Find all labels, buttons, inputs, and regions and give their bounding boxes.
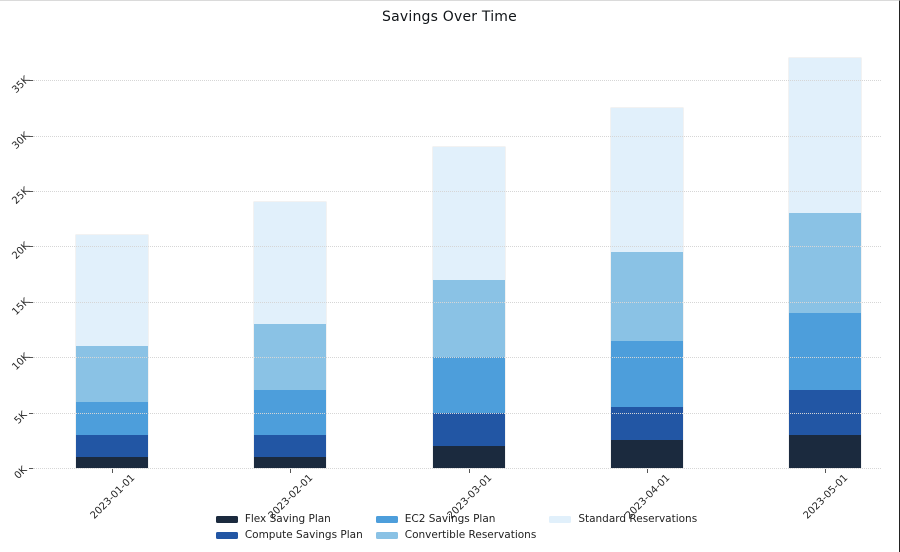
x-tick-mark — [112, 469, 113, 473]
bar-segment-standard-reservations — [610, 107, 683, 252]
bar-2023-04-01 — [610, 107, 683, 468]
y-tick-mark — [28, 246, 33, 248]
bar-segment-flex-saving-plan — [610, 440, 683, 468]
bar-2023-01-01 — [76, 235, 148, 468]
legend-swatch-icon — [549, 516, 572, 523]
y-tick-mark — [28, 135, 33, 137]
legend-item-convertible-reservations: Convertible Reservations — [375, 529, 537, 542]
plot-area — [33, 47, 881, 469]
legend-label: Convertible Reservations — [404, 529, 537, 541]
y-tick-mark — [28, 412, 33, 414]
gridline — [33, 412, 881, 414]
gridline — [33, 246, 881, 248]
y-tick-label: 30K — [10, 129, 32, 152]
legend-column: Flex Saving Plan Compute Savings Plan — [215, 513, 363, 542]
legend-item-flex-saving-plan: Flex Saving Plan — [215, 513, 363, 526]
bar-2023-02-01 — [254, 202, 327, 468]
legend-item-compute-savings-plan: Compute Savings Plan — [215, 529, 363, 542]
legend: Flex Saving Plan Compute Savings Plan EC2 … — [33, 513, 880, 542]
legend-label: Flex Saving Plan — [244, 513, 331, 525]
gridline — [33, 80, 881, 82]
legend-label: Standard Reservations — [578, 513, 698, 525]
bar-segment-standard-reservations — [76, 235, 148, 347]
legend-item-standard-reservations: Standard Reservations — [549, 513, 697, 526]
gridline — [33, 191, 881, 193]
y-tick-label: 10K — [10, 351, 32, 373]
legend-column: Standard Reservations — [549, 513, 697, 526]
x-tick-mark — [646, 469, 648, 473]
legend-swatch-icon — [375, 516, 398, 523]
legend-column: EC2 Savings Plan Convertible Reservations — [375, 513, 537, 542]
y-tick-label: 0K — [12, 464, 30, 482]
y-tick-mark — [28, 357, 33, 359]
bar-segment-flex-saving-plan — [254, 456, 327, 468]
legend-swatch-icon — [215, 532, 238, 539]
bar-segment-compute-savings-plan — [254, 434, 327, 457]
y-tick-label: 15K — [10, 296, 32, 318]
bar-segment-flex-saving-plan — [432, 445, 505, 468]
y-tick-mark — [28, 191, 33, 193]
legend-item-ec2-savings-plan: EC2 Savings Plan — [375, 513, 537, 526]
y-tick-label: 20K — [10, 240, 32, 263]
bar-segment-convertible-reservations — [610, 251, 683, 341]
gridline — [33, 301, 881, 303]
x-tick-mark — [825, 469, 826, 473]
bar-segment-flex-saving-plan — [76, 456, 148, 468]
bar-2023-05-01 — [789, 58, 861, 468]
bar-segment-compute-savings-plan — [432, 412, 505, 446]
legend-swatch-icon — [375, 532, 398, 539]
bar-segment-ec2-savings-plan — [76, 401, 148, 435]
gridline — [33, 135, 881, 137]
chart-title: Savings Over Time — [382, 9, 517, 25]
x-tick-mark — [468, 469, 470, 473]
bar-segment-standard-reservations — [432, 146, 505, 280]
bar-segment-flex-saving-plan — [789, 434, 861, 468]
x-tick-mark — [290, 469, 292, 473]
legend-label: EC2 Savings Plan — [404, 513, 496, 525]
y-tick-label: 25K — [10, 185, 32, 207]
bar-segment-standard-reservations — [254, 202, 327, 324]
legend-label: Compute Savings Plan — [244, 529, 363, 541]
y-tick-mark — [28, 301, 33, 303]
y-tick-label: 35K — [10, 74, 32, 96]
bar-segment-ec2-savings-plan — [432, 357, 505, 413]
y-tick-mark — [28, 80, 33, 82]
legend-swatch-icon — [215, 516, 238, 523]
bar-segment-convertible-reservations — [789, 213, 861, 313]
gridline — [33, 357, 881, 359]
bar-2023-03-01 — [432, 146, 505, 468]
gridline — [33, 468, 881, 469]
bar-segment-convertible-reservations — [76, 346, 148, 402]
bar-segment-compute-savings-plan — [76, 434, 148, 457]
bar-segment-convertible-reservations — [432, 279, 505, 358]
y-tick-mark — [28, 468, 33, 469]
bar-segment-ec2-savings-plan — [789, 312, 861, 391]
y-tick-label: 5K — [12, 409, 30, 427]
bar-segment-ec2-savings-plan — [610, 340, 683, 408]
